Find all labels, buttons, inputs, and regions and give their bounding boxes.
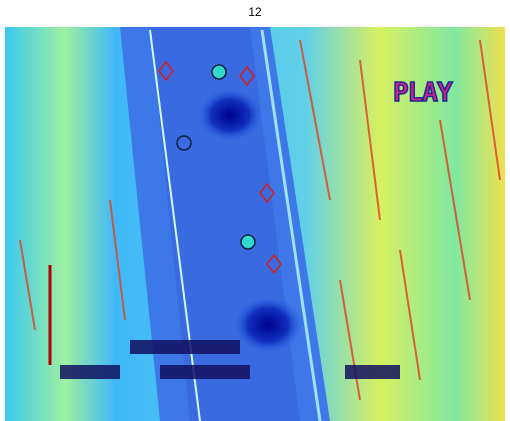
figure-title: 12: [248, 5, 262, 19]
figure: 12 PLAY: [0, 0, 510, 421]
page: 12 PLAY (() => { const data =: [0, 0, 510, 421]
image: PLAY: [5, 27, 505, 421]
overlay-text: PLAY: [393, 78, 453, 108]
